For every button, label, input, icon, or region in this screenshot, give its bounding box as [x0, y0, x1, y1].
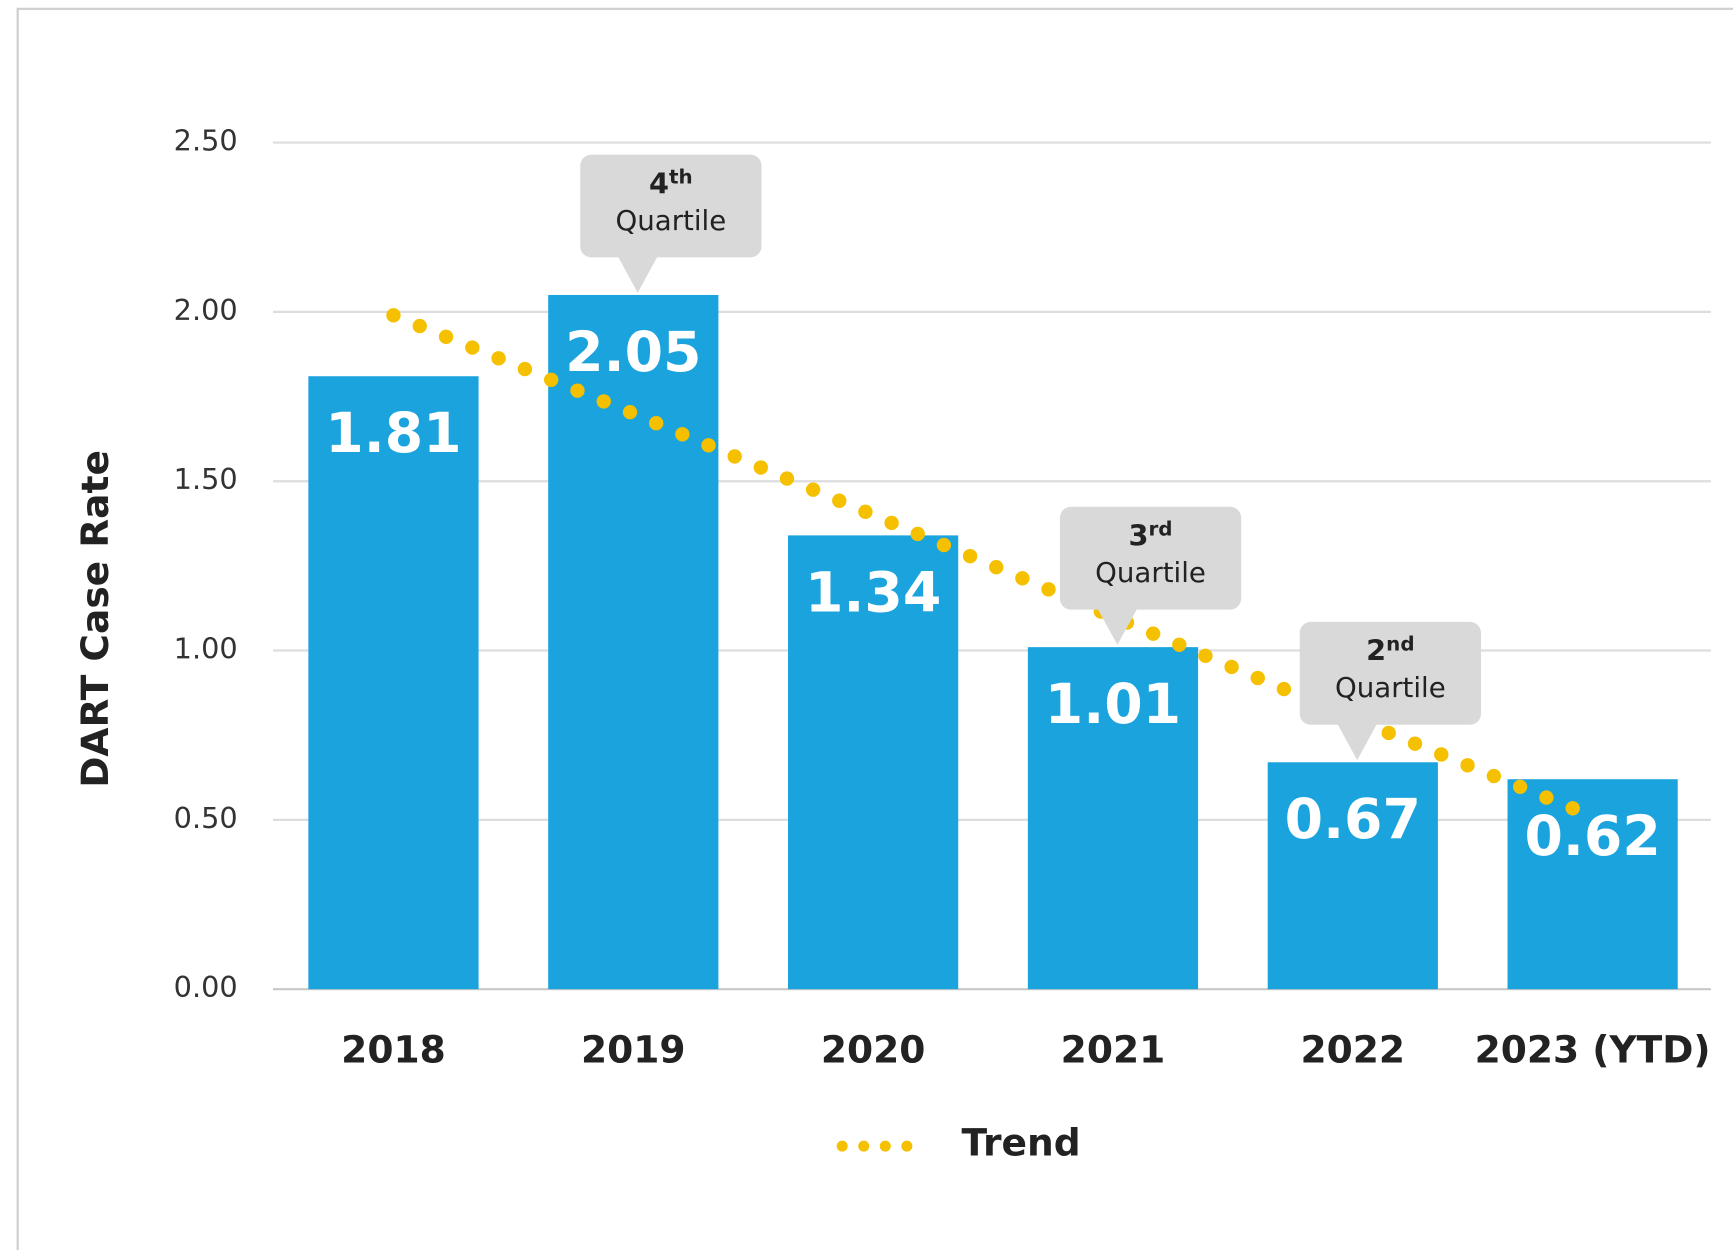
callout-rank: 4th [649, 165, 693, 200]
callout: 4th Quartile [580, 154, 762, 293]
y-tick-label: 1.50 [174, 462, 238, 496]
data-label: 2.05 [565, 321, 701, 385]
callout-pointer [1337, 723, 1378, 761]
callout-rank: 2nd [1366, 633, 1414, 668]
x-tick-label: 2018 [341, 1028, 446, 1072]
data-label: 1.34 [805, 561, 941, 625]
bar [1507, 779, 1678, 990]
data-label: 1.81 [325, 402, 461, 466]
callout-box [1299, 621, 1482, 725]
x-tick-label: 2019 [581, 1028, 686, 1072]
rank-suffix: nd [1386, 633, 1414, 656]
callout-pointer [1097, 608, 1138, 645]
callout-box [580, 154, 762, 258]
bar [548, 294, 719, 990]
y-tick-label: 2.50 [174, 124, 238, 158]
bar [1027, 647, 1199, 990]
x-tick-label: 2020 [821, 1028, 926, 1072]
data-label: 0.62 [1524, 805, 1660, 869]
bar [1267, 762, 1438, 990]
rank: 4 [649, 166, 669, 200]
callout-pointer [617, 256, 658, 293]
rank: 2 [1366, 634, 1386, 668]
callout-text: Quartile [1095, 556, 1206, 589]
y-tick-label: 0.50 [174, 801, 238, 835]
bar [788, 535, 959, 990]
x-tick-label: 2022 [1301, 1028, 1406, 1072]
callout-text: Quartile [1335, 671, 1446, 704]
y-tick-label: 1.00 [174, 632, 238, 666]
data-label: 1.01 [1045, 673, 1181, 737]
y-tick-label: 2.00 [174, 293, 238, 327]
rank-suffix: th [669, 165, 693, 188]
y-axis-label: DART Case Rate [73, 450, 117, 788]
rank: 3 [1129, 518, 1149, 552]
x-tick-label: 2021 [1061, 1028, 1166, 1072]
bar [308, 376, 479, 990]
legend-label: Trend [962, 1121, 1081, 1165]
data-label: 0.67 [1285, 788, 1421, 852]
callout-text: Quartile [616, 204, 727, 237]
rank-suffix: rd [1149, 518, 1173, 541]
trend-line [386, 308, 1600, 824]
x-tick-label: 2023 (YTD) [1475, 1028, 1711, 1072]
callout-rank: 3rd [1129, 518, 1173, 553]
y-tick-label: 0.00 [174, 970, 238, 1004]
callout-box [1059, 506, 1242, 610]
frame [16, 7, 1733, 1250]
